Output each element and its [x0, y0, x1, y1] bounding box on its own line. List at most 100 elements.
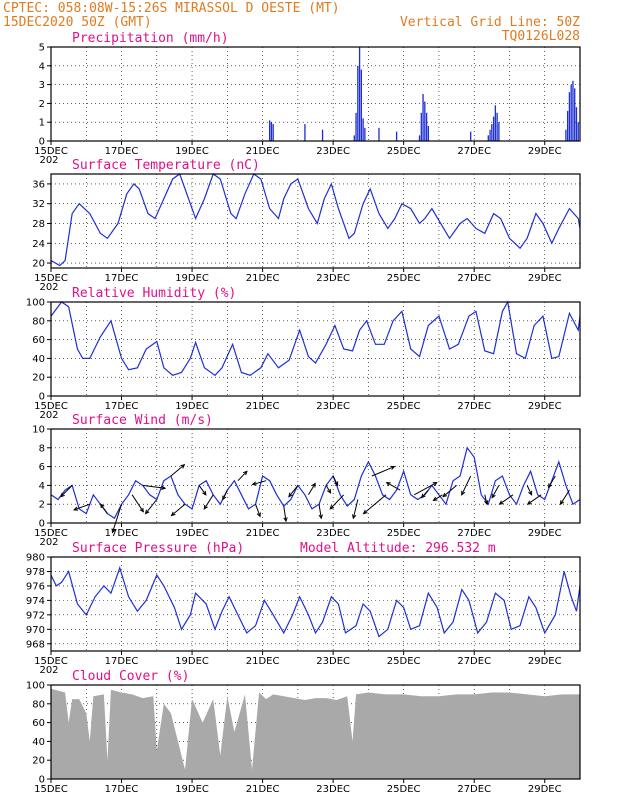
wind-xtick-label: 15DEC	[34, 528, 68, 539]
temp-xtick-label: 17DEC	[105, 273, 139, 284]
cloud-xtick-label: 19DEC	[175, 784, 209, 795]
precip-frame	[50, 46, 581, 142]
rh-xtick-label: 15DEC	[34, 401, 68, 412]
temp-frame	[50, 173, 581, 269]
wind-arrow	[526, 485, 533, 496]
rh-xtick-label: 23DEC	[316, 401, 350, 412]
precip-bar	[268, 120, 271, 141]
precip-bar	[304, 124, 306, 141]
wind-xtick-year: 202	[39, 537, 58, 548]
pressure-ytick-label: 968	[26, 639, 45, 650]
precip-bar	[574, 88, 576, 141]
wind-arrow	[559, 489, 570, 506]
wind-series-line	[50, 446, 581, 520]
rh-xtick-label: 21DEC	[246, 401, 280, 412]
wind-arrow	[526, 494, 542, 505]
temp-ytick-label: 32	[32, 199, 45, 210]
cloud-xtick-label: 15DEC	[34, 784, 68, 795]
rh-panel: 0 20 40 60 80 100 Relative Humidity (%) 15DEC 17…	[26, 286, 581, 421]
rh-ytick-label: 40	[32, 354, 45, 365]
wind-arrow	[60, 485, 73, 498]
wind-arrow	[362, 494, 387, 515]
wind-arrow	[237, 470, 248, 482]
precip-bar	[568, 92, 571, 141]
pressure-title: Surface Pressure (hPa)	[72, 541, 244, 556]
rh-xtick-label: 27DEC	[457, 401, 491, 412]
pressure-series-line	[50, 565, 581, 638]
wind-xtick-label: 25DEC	[387, 528, 421, 539]
wind-xtick-label: 23DEC	[316, 528, 350, 539]
temp-panel: 20 24 28 32 36 Surface Temperature (nC) 15DEC 1…	[32, 158, 581, 293]
precip-bar	[358, 47, 361, 141]
cloud-xtick-label: 27DEC	[457, 784, 491, 795]
rh-ytick-label: 20	[32, 373, 45, 384]
temp-xtick-label: 15DEC	[34, 273, 68, 284]
precip-bar	[489, 129, 491, 141]
wind-arrow	[432, 494, 443, 502]
precip-bar	[565, 129, 567, 141]
pressure-xtick-label: 25DEC	[387, 656, 421, 667]
wind-xtick-label: 17DEC	[105, 528, 139, 539]
pressure-xtick-label: 17DEC	[105, 656, 139, 667]
temp-ytick-label: 28	[32, 219, 45, 230]
wind-ytick-label: 8	[39, 443, 45, 454]
cloud-ytick-label: 40	[32, 737, 45, 748]
precip-bar	[487, 135, 489, 141]
precip-bar	[422, 94, 424, 141]
precip-ytick-label: 5	[39, 43, 45, 54]
wind-arrow	[332, 475, 339, 487]
rh-ytick-label: 80	[32, 316, 45, 327]
precip-bar	[424, 101, 426, 141]
cloud-xtick-label: 23DEC	[316, 784, 350, 795]
temp-title: Surface Temperature (nC)	[72, 158, 260, 173]
precip-bar	[570, 84, 572, 141]
precip-bar	[420, 112, 422, 141]
precip-xtick-label: 19DEC	[175, 146, 209, 157]
rh-ytick-label: 0	[39, 392, 45, 403]
wind-arrow	[414, 482, 438, 496]
pressure-xtick-year: 202	[39, 665, 58, 676]
rh-title: Relative Humidity (%)	[72, 286, 236, 301]
wind-arrow	[111, 504, 123, 534]
pressure-panel: 968 970 972 974 976 978 980 Surface Pressure (h…	[26, 541, 581, 676]
temp-xtick-label: 19DEC	[175, 273, 209, 284]
cloud-ytick-label: 80	[32, 699, 45, 710]
precip-bar	[362, 118, 364, 141]
precip-bar	[270, 122, 273, 141]
wind-xtick-label: 19DEC	[175, 528, 209, 539]
precip-xtick-label: 25DEC	[387, 146, 421, 157]
precip-bar	[425, 112, 428, 141]
precip-bar	[491, 124, 493, 141]
wind-arrow	[498, 494, 514, 505]
wind-arrow	[255, 504, 261, 518]
precip-ytick-label: 3	[39, 80, 45, 91]
precip-bar	[492, 116, 495, 141]
precip-bar	[577, 122, 579, 141]
precip-bar	[470, 131, 472, 141]
wind-arrow	[73, 503, 90, 511]
wind-arrow	[283, 506, 288, 523]
wind-arrow	[385, 482, 401, 491]
cloud-ytick-label: 60	[32, 718, 45, 729]
wind-arrow	[371, 465, 396, 477]
wind-xtick-label: 29DEC	[528, 528, 562, 539]
precip-ytick-label: 4	[39, 61, 45, 72]
wind-arrow	[288, 485, 299, 498]
pressure-xtick-label: 21DEC	[246, 656, 280, 667]
pressure-ytick-label: 970	[26, 625, 45, 636]
wind-arrow	[131, 494, 144, 513]
rh-xtick-label: 19DEC	[175, 401, 209, 412]
precip-bar	[395, 131, 398, 141]
rh-xtick-year: 202	[39, 410, 58, 421]
wind-arrow	[484, 494, 489, 506]
wind-arrow	[203, 494, 214, 510]
header-model: TQ0126L028	[502, 29, 580, 44]
pressure-ytick-label: 978	[26, 567, 45, 578]
wind-arrow	[308, 482, 316, 496]
cloud-title: Cloud Cover (%)	[72, 669, 189, 684]
pressure-frame	[50, 556, 581, 652]
wind-arrow	[461, 475, 472, 496]
wind-title: Surface Wind (m/s)	[72, 413, 213, 428]
wind-arrow	[198, 485, 207, 496]
temp-xtick-year: 202	[39, 282, 58, 293]
